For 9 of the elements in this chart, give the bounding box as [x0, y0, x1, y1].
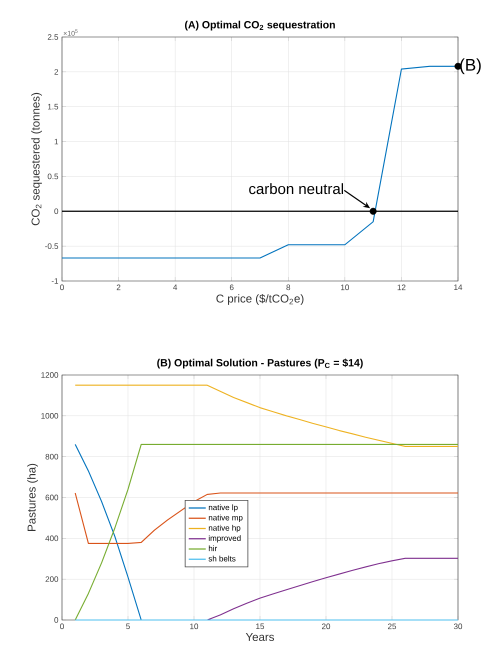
- annotation: carbon neutral: [249, 183, 344, 194]
- y-axis-title: CO$_{2}$ sequestered (tonnes): [31, 92, 42, 226]
- line-series: [74, 444, 142, 621]
- x-axis-title: C price ($/tCO$_{2}$e): [216, 294, 304, 305]
- x-axis-title: Years: [246, 633, 274, 642]
- chart-title: (A) Optimal CO$_{2}$ sequestration: [185, 20, 335, 30]
- annotation: (B): [460, 58, 481, 74]
- chart-title: (B) Optimal Solution - Pastures (P$_{C}$ = $14): [157, 358, 363, 368]
- y-axis-title: Pastures (ha): [27, 464, 38, 531]
